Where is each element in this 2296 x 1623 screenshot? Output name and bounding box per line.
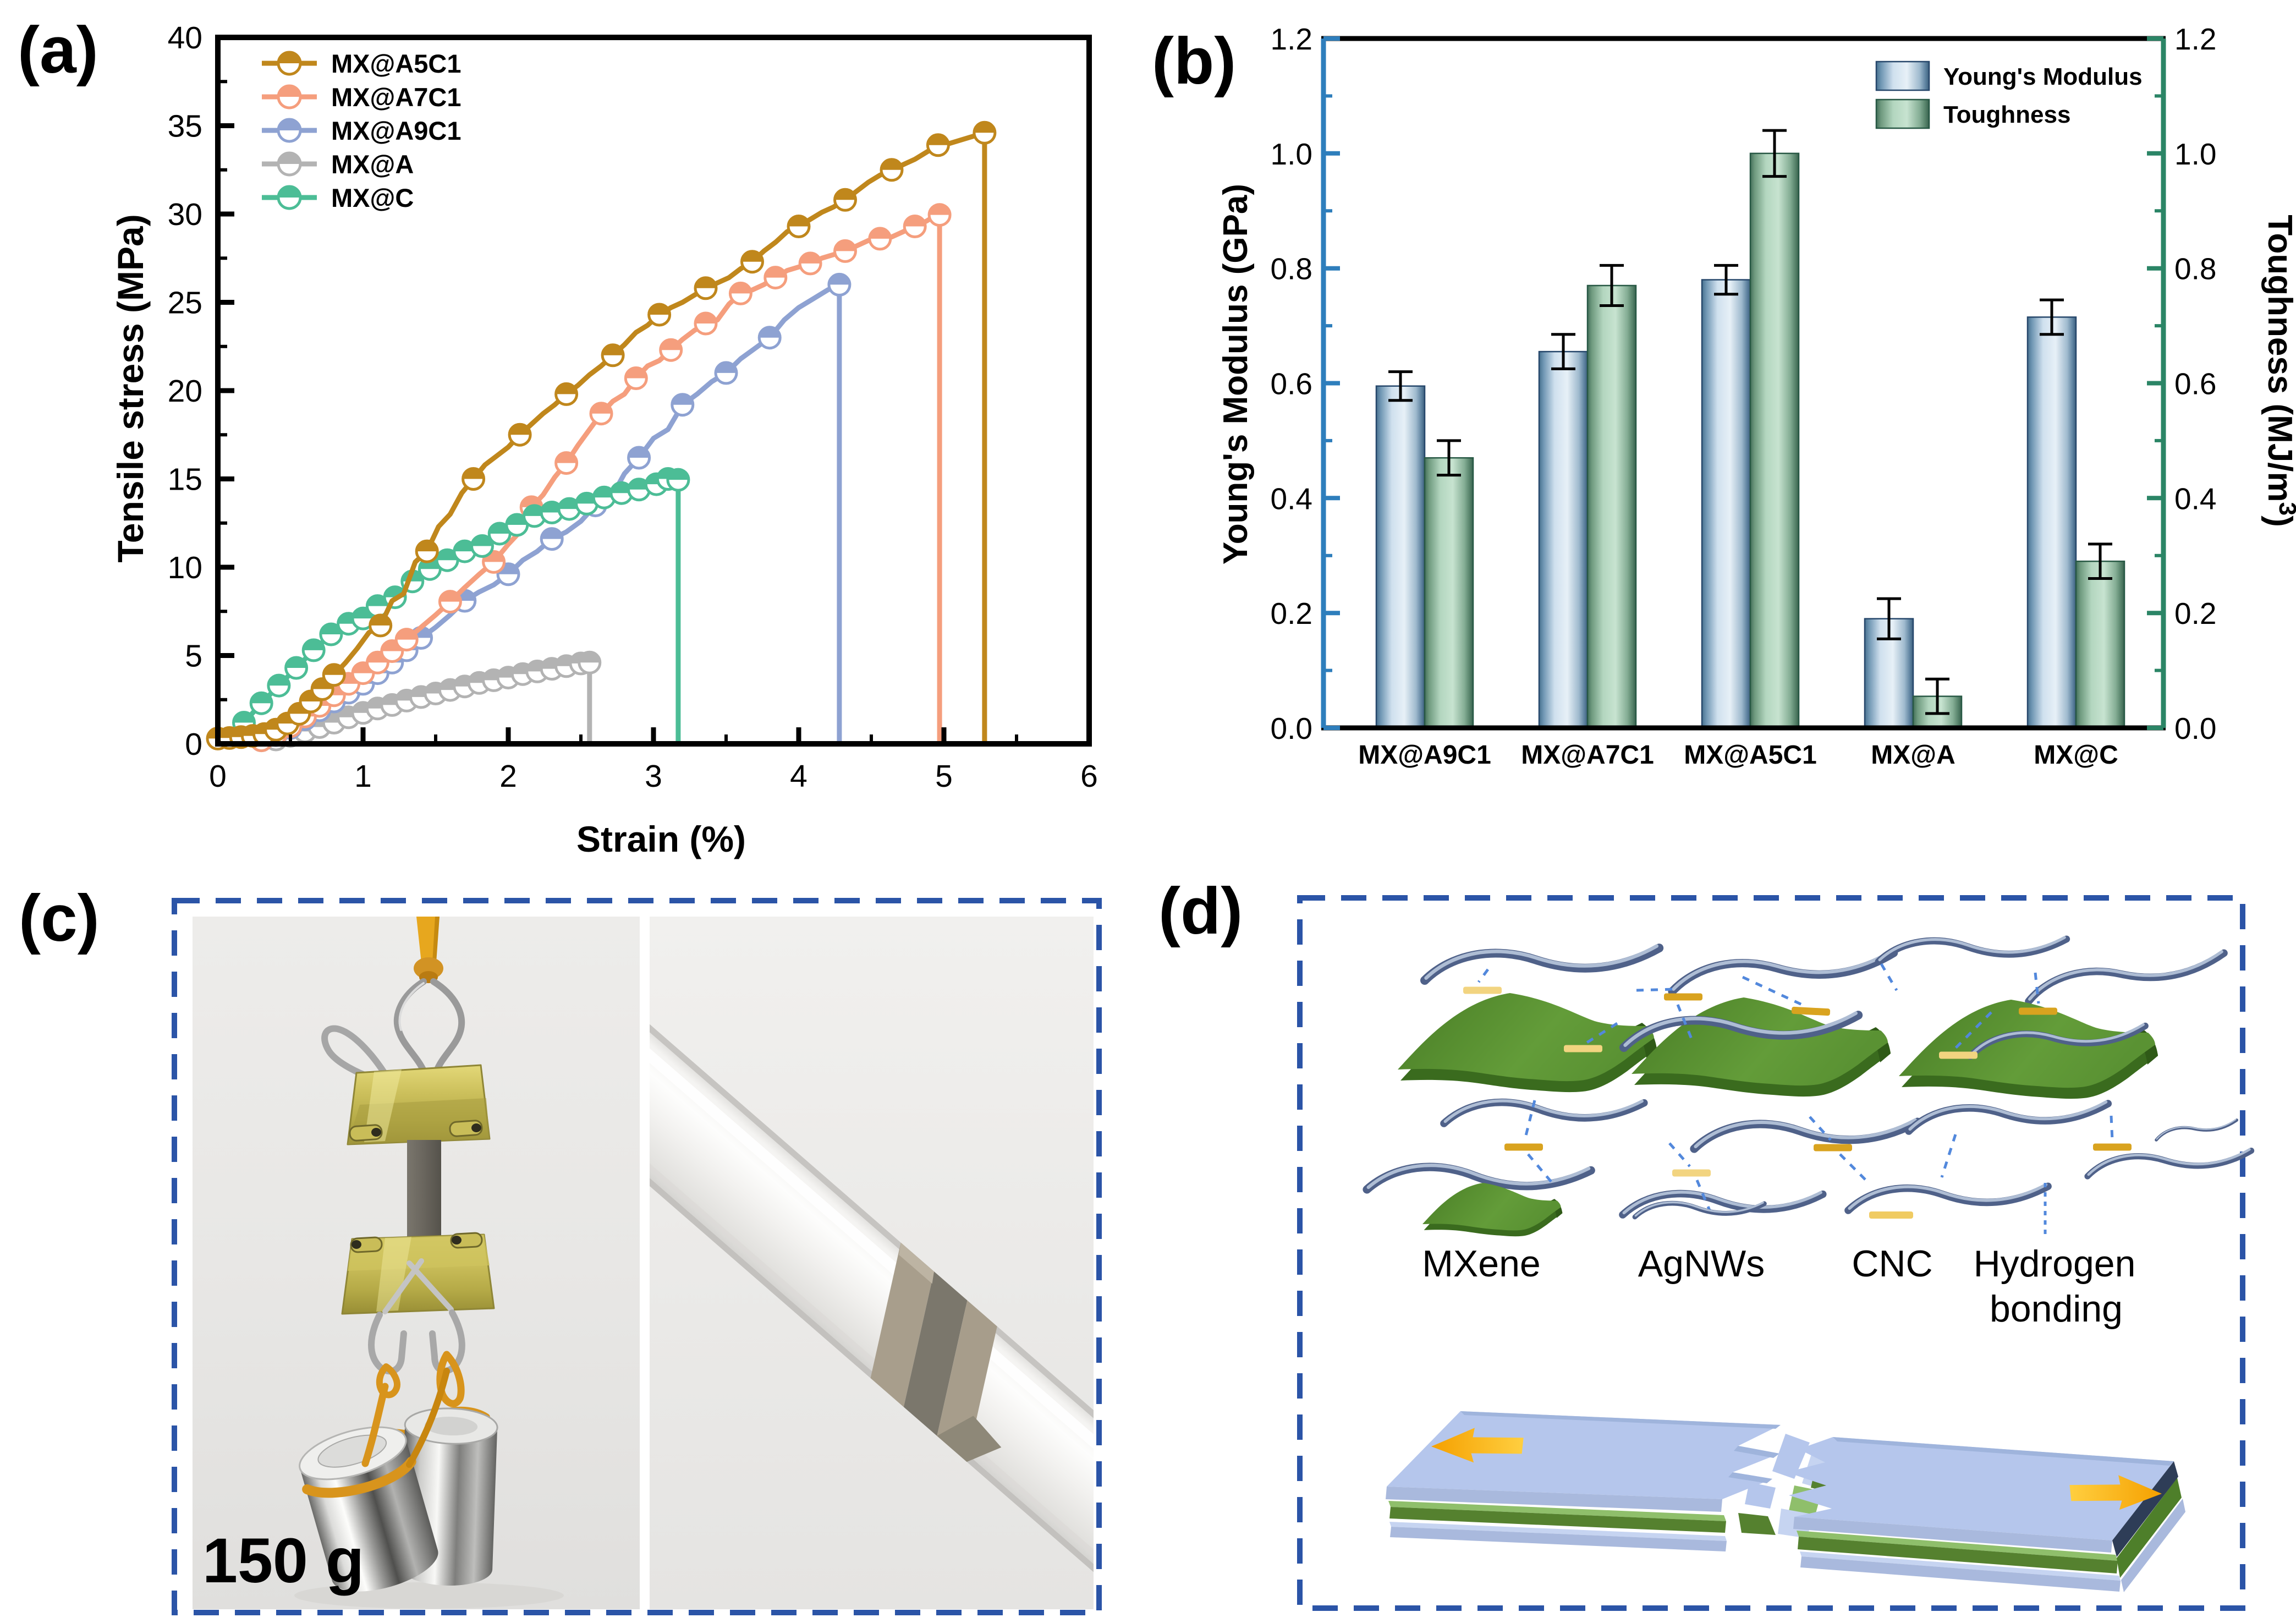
svg-text:25: 25 — [168, 286, 202, 321]
svg-text:Strain (%): Strain (%) — [576, 819, 746, 859]
svg-text:MX@A: MX@A — [331, 150, 414, 179]
svg-text:0.6: 0.6 — [2174, 367, 2216, 401]
svg-text:10: 10 — [168, 550, 202, 585]
svg-text:1.2: 1.2 — [2174, 22, 2216, 56]
svg-text:MX@A9C1: MX@A9C1 — [331, 116, 462, 145]
svg-text:35: 35 — [168, 109, 202, 144]
svg-text:2: 2 — [499, 759, 517, 794]
svg-text:0.2: 0.2 — [1271, 596, 1312, 630]
svg-text:(d): (d) — [1158, 874, 1243, 948]
svg-text:MXene: MXene — [1422, 1243, 1540, 1285]
svg-text:0.4: 0.4 — [2174, 481, 2216, 516]
svg-text:Hydrogen: Hydrogen — [1974, 1243, 2136, 1285]
svg-text:MX@A7C1: MX@A7C1 — [331, 83, 462, 112]
svg-text:40: 40 — [168, 20, 202, 56]
svg-text:150 g: 150 g — [202, 1526, 364, 1596]
svg-text:(a): (a) — [18, 13, 98, 87]
svg-text:Toughness: Toughness — [1943, 101, 2070, 128]
svg-text:1.2: 1.2 — [1271, 22, 1312, 56]
svg-text:0.8: 0.8 — [1271, 252, 1312, 286]
svg-text:(b): (b) — [1152, 24, 1236, 98]
svg-text:1.0: 1.0 — [1271, 137, 1312, 171]
svg-text:(c): (c) — [19, 881, 100, 955]
svg-text:0.6: 0.6 — [1271, 367, 1312, 401]
svg-text:MX@A7C1: MX@A7C1 — [1521, 741, 1654, 770]
svg-text:0.0: 0.0 — [2174, 711, 2216, 745]
svg-text:0.2: 0.2 — [2174, 596, 2216, 630]
svg-text:MX@C: MX@C — [331, 183, 414, 212]
svg-text:CNC: CNC — [1852, 1243, 1932, 1285]
svg-text:AgNWs: AgNWs — [1638, 1243, 1765, 1285]
svg-text:Young's Modulus (GPa): Young's Modulus (GPa) — [1217, 184, 1255, 564]
svg-text:MX@A5C1: MX@A5C1 — [331, 49, 462, 78]
svg-text:4: 4 — [790, 759, 808, 794]
svg-text:15: 15 — [168, 462, 202, 497]
svg-text:6: 6 — [1080, 759, 1098, 794]
svg-text:Toughness (MJ/m3): Toughness (MJ/m3) — [2261, 215, 2296, 527]
svg-text:20: 20 — [168, 374, 202, 409]
svg-text:0.4: 0.4 — [1271, 481, 1312, 516]
svg-text:1.0: 1.0 — [2174, 137, 2216, 171]
svg-text:0: 0 — [185, 727, 202, 762]
svg-text:3: 3 — [645, 759, 662, 794]
svg-text:MX@A5C1: MX@A5C1 — [1684, 741, 1817, 770]
svg-text:MX@A9C1: MX@A9C1 — [1358, 741, 1491, 770]
svg-text:MX@C: MX@C — [2034, 741, 2118, 770]
svg-text:30: 30 — [168, 197, 202, 232]
svg-text:5: 5 — [185, 639, 202, 674]
svg-text:MX@A: MX@A — [1871, 741, 1955, 770]
svg-text:0.8: 0.8 — [2174, 252, 2216, 286]
svg-text:0: 0 — [209, 759, 227, 794]
svg-text:0.0: 0.0 — [1271, 711, 1312, 745]
svg-text:1: 1 — [354, 759, 372, 794]
svg-text:Young's Modulus: Young's Modulus — [1943, 63, 2143, 90]
svg-text:Tensile stress (MPa): Tensile stress (MPa) — [110, 214, 151, 562]
svg-text:5: 5 — [935, 759, 953, 794]
svg-text:bonding: bonding — [1990, 1288, 2123, 1330]
